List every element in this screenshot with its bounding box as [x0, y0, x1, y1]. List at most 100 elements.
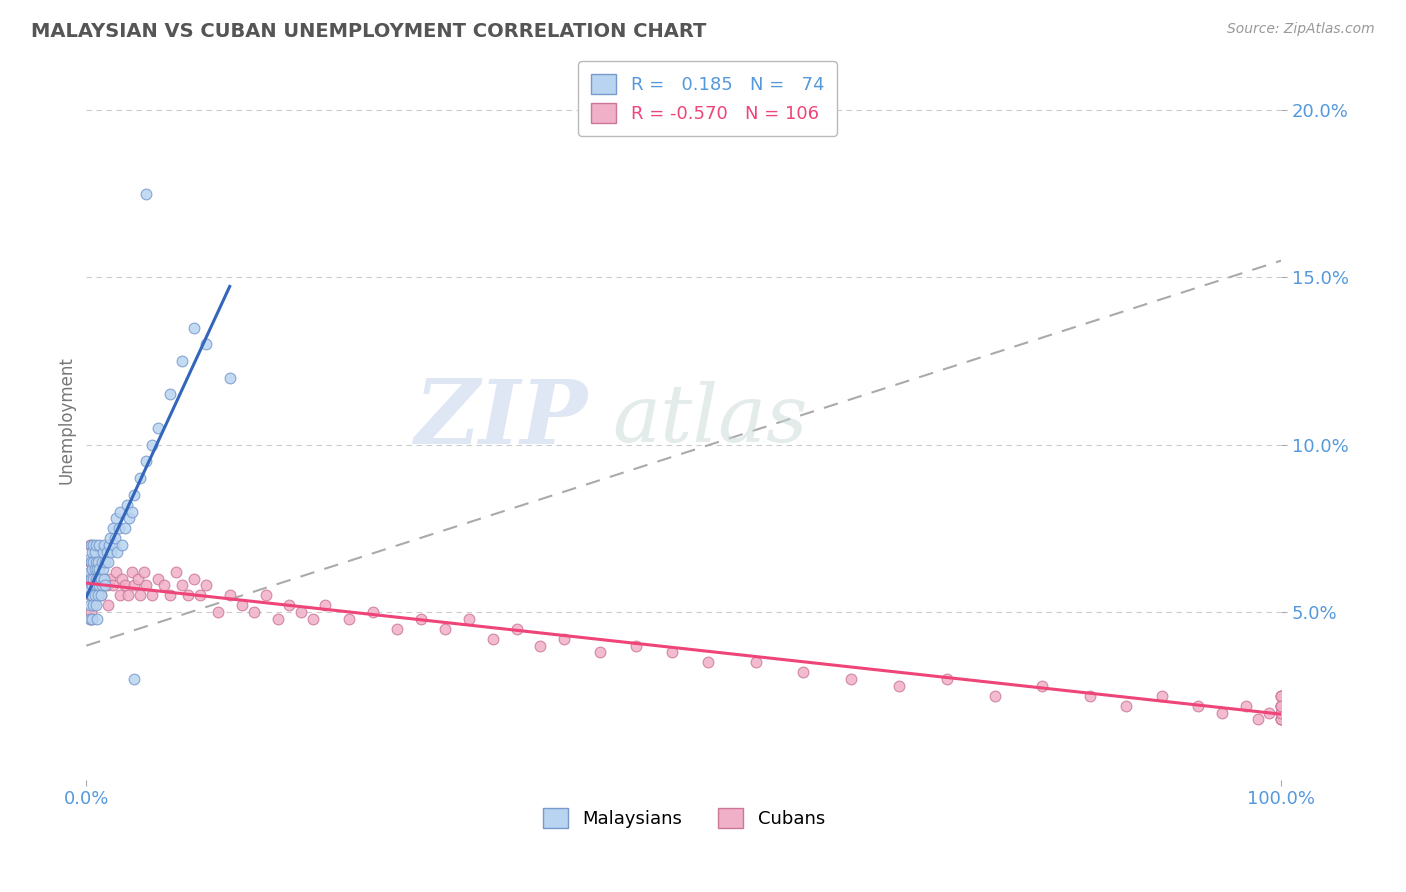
Point [79, 538, 101, 552]
Point [1078, 689, 1101, 703]
Point [80, 589, 103, 603]
Point [1270, 689, 1292, 703]
Point [141, 438, 163, 452]
Point [122, 488, 145, 502]
Point [183, 320, 205, 334]
Point [122, 672, 145, 686]
Point [183, 572, 205, 586]
Point [624, 639, 647, 653]
Point [188, 589, 211, 603]
Point [146, 421, 169, 435]
Point [409, 612, 432, 626]
Point [170, 354, 193, 368]
Point [165, 565, 187, 579]
Point [94, 578, 117, 592]
Point [91, 561, 114, 575]
Point [457, 612, 479, 626]
Point [82, 555, 104, 569]
Point [84, 572, 107, 586]
Point [79, 582, 101, 596]
Point [1270, 706, 1292, 720]
Point [101, 521, 124, 535]
Point [122, 578, 145, 592]
Point [98, 538, 121, 552]
Legend: Malaysians, Cubans: Malaysians, Cubans [536, 801, 832, 836]
Point [82, 578, 104, 592]
Point [82, 599, 104, 613]
Point [84, 599, 107, 613]
Point [529, 639, 551, 653]
Point [127, 572, 149, 586]
Point [82, 578, 104, 592]
Point [983, 689, 1005, 703]
Point [1115, 698, 1137, 713]
Text: MALAYSIAN VS CUBAN UNEMPLOYMENT CORRELATION CHART: MALAYSIAN VS CUBAN UNEMPLOYMENT CORRELAT… [31, 22, 706, 41]
Point [231, 599, 253, 613]
Point [1246, 712, 1268, 726]
Point [661, 645, 683, 659]
Point [104, 532, 127, 546]
Point [87, 565, 110, 579]
Point [98, 532, 121, 546]
Point [79, 599, 101, 613]
Point [194, 337, 217, 351]
Point [80, 538, 103, 552]
Point [135, 186, 157, 201]
Point [87, 589, 110, 603]
Point [1270, 706, 1292, 720]
Point [177, 589, 200, 603]
Point [135, 454, 157, 468]
Point [1234, 698, 1257, 713]
Point [254, 589, 277, 603]
Point [290, 605, 312, 619]
Point [83, 589, 105, 603]
Point [117, 589, 139, 603]
Point [84, 565, 107, 579]
Point [80, 565, 103, 579]
Point [433, 622, 456, 636]
Point [105, 565, 128, 579]
Point [83, 545, 105, 559]
Point [97, 555, 120, 569]
Point [86, 578, 108, 592]
Point [87, 572, 110, 586]
Point [94, 572, 117, 586]
Point [82, 589, 104, 603]
Point [96, 578, 118, 592]
Text: atlas: atlas [612, 381, 807, 458]
Point [553, 632, 575, 646]
Point [79, 612, 101, 626]
Point [696, 656, 718, 670]
Point [744, 656, 766, 670]
Point [82, 589, 104, 603]
Point [121, 565, 143, 579]
Point [86, 589, 108, 603]
Point [1187, 698, 1209, 713]
Point [1258, 706, 1281, 720]
Point [839, 672, 862, 686]
Point [84, 578, 107, 592]
Point [87, 555, 110, 569]
Point [91, 545, 114, 559]
Point [90, 572, 112, 586]
Point [89, 538, 111, 552]
Point [302, 612, 325, 626]
Point [83, 572, 105, 586]
Point [82, 561, 104, 575]
Point [83, 561, 105, 575]
Point [93, 555, 115, 569]
Point [1031, 679, 1053, 693]
Point [89, 561, 111, 575]
Point [82, 612, 104, 626]
Point [89, 578, 111, 592]
Point [82, 612, 104, 626]
Point [121, 505, 143, 519]
Point [266, 612, 288, 626]
Point [129, 589, 152, 603]
Point [153, 578, 176, 592]
Point [79, 572, 101, 586]
Point [83, 589, 105, 603]
Point [1270, 712, 1292, 726]
Point [82, 565, 104, 579]
Point [90, 589, 112, 603]
